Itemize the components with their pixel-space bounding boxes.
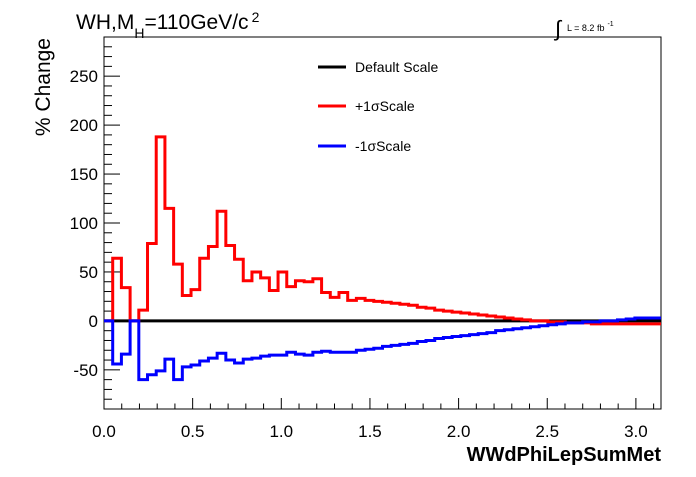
y-tick-label: 100 (70, 214, 98, 233)
legend-label-minus1sigma: -1σScale (355, 138, 411, 154)
plot-frame (103, 36, 662, 410)
y-tick-label: 0 (89, 312, 98, 331)
x-tick-label: 3.0 (624, 422, 648, 441)
series-plus1sigma-scale (104, 135, 661, 326)
legend: Default Scale +1σScale -1σScale (318, 59, 438, 154)
x-tick-label: 0.0 (92, 422, 116, 441)
x-tick-label: 0.5 (181, 422, 205, 441)
axis-ticks: 0.0 0.5 1.0 1.5 2.0 2.5 3.0 -50 0 50 100 150 200 250 (70, 36, 655, 441)
chart-title: WH,MH=110GeV/c 2 (76, 9, 260, 41)
x-axis-label: WWdPhiLepSumMet (467, 444, 662, 466)
y-tick-label: 250 (70, 67, 98, 86)
chart-title-superscript: 2 (252, 9, 260, 25)
x-tick-label: 2.5 (535, 422, 559, 441)
y-tick-label: 150 (70, 165, 98, 184)
x-tick-label: 2.0 (447, 422, 471, 441)
y-axis-label: % Change (32, 38, 55, 136)
y-tick-label: 200 (70, 116, 98, 135)
y-tick-label: 50 (79, 263, 98, 282)
luminosity-superscript: -1 (607, 21, 613, 28)
series-minus1sigma-scale (104, 316, 661, 382)
x-tick-label: 1.5 (358, 422, 382, 441)
integral-symbol: ∫ (553, 16, 563, 41)
legend-label-default: Default Scale (355, 59, 438, 75)
series-lines (104, 135, 661, 382)
y-tick-label: -50 (73, 361, 98, 380)
legend-label-plus1sigma: +1σScale (355, 98, 415, 114)
x-tick-label: 1.0 (269, 422, 293, 441)
luminosity-label: L = 8.2 fb -1 (567, 21, 614, 33)
chart-title-subscript: H (134, 25, 144, 41)
